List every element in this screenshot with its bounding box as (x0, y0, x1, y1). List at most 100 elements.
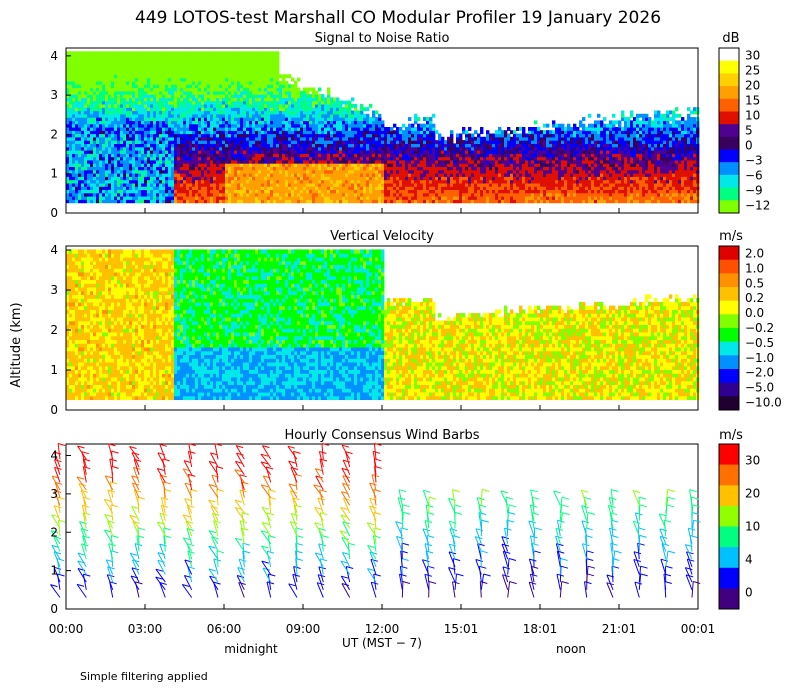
snr-cell (258, 117, 262, 121)
snr-cell (168, 64, 172, 69)
snr-cell (210, 123, 214, 128)
snr-cell (111, 133, 115, 138)
snr-cell (108, 84, 112, 89)
snr-cell (408, 192, 412, 197)
snr-cell (66, 61, 70, 66)
snr-cell (351, 169, 355, 174)
snr-cell (309, 110, 313, 115)
snr-cell (348, 136, 352, 141)
snr-cell (111, 136, 115, 141)
snr-cell (99, 113, 103, 118)
snr-cell (210, 136, 214, 141)
snr-cell (315, 94, 319, 98)
snr-cell (120, 189, 124, 194)
snr-cell (81, 196, 85, 200)
snr-cell (414, 156, 418, 161)
snr-cell (144, 159, 148, 164)
snr-cell (159, 143, 163, 148)
snr-cell (243, 159, 247, 164)
snr-cell (381, 159, 385, 164)
snr-cell (360, 166, 364, 171)
snr-cell (186, 97, 190, 102)
snr-cell (135, 133, 139, 138)
snr-cell (276, 80, 280, 85)
snr-cell (201, 117, 205, 121)
snr-cell (333, 130, 337, 135)
snr-cell (447, 169, 451, 174)
snr-cell (99, 110, 103, 115)
snr-cell (411, 140, 415, 144)
snr-cell (87, 159, 91, 164)
snr-cell (96, 120, 100, 125)
snr-cell (240, 136, 244, 141)
snr-cell (351, 120, 355, 125)
snr-cell (105, 90, 109, 95)
snr-cell (441, 179, 445, 184)
snr-cell (195, 77, 199, 82)
snr-cell (306, 87, 310, 92)
snr-cell (213, 136, 217, 141)
snr-cell (372, 159, 376, 164)
snr-cell (72, 143, 76, 148)
snr-cell (141, 51, 145, 56)
snr-cell (420, 153, 424, 158)
snr-cell (354, 123, 358, 128)
snr-cell (315, 176, 319, 181)
snr-cell (435, 173, 439, 177)
snr-cell (159, 169, 163, 174)
snr-cell (414, 136, 418, 141)
snr-cell (240, 117, 244, 121)
snr-cell (447, 140, 451, 144)
snr-cell (261, 140, 265, 144)
snr-cell (78, 140, 82, 144)
snr-cell (276, 176, 280, 181)
snr-cell (150, 173, 154, 177)
snr-cell (246, 192, 250, 197)
snr-cell (228, 153, 232, 158)
snr-cell (267, 61, 271, 66)
snr-cell (69, 100, 73, 105)
snr-cell (300, 156, 304, 161)
snr-cell (276, 71, 280, 75)
snr-cell (78, 199, 82, 204)
snr-cell (171, 57, 175, 62)
snr-cell (165, 127, 169, 131)
snr-cell (219, 163, 223, 167)
snr-cell (126, 117, 130, 121)
snr-cell (156, 159, 160, 164)
snr-cell (66, 64, 70, 69)
snr-cell (165, 90, 169, 95)
snr-cell (132, 77, 136, 82)
snr-cell (387, 189, 391, 194)
snr-cell (243, 77, 247, 82)
snr-cell (315, 199, 319, 204)
snr-cell (279, 100, 283, 105)
snr-cell (330, 143, 334, 148)
snr-cell (294, 199, 298, 204)
snr-cell (186, 94, 190, 98)
snr-cell (231, 90, 235, 95)
snr-cell (300, 189, 304, 194)
snr-cell (114, 110, 118, 115)
snr-cell (156, 123, 160, 128)
snr-cell (204, 127, 208, 131)
snr-cell (201, 120, 205, 125)
snr-cell (339, 189, 343, 194)
snr-cell (120, 87, 124, 92)
snr-cell (216, 113, 220, 118)
snr-cell (156, 57, 160, 62)
snr-cell (189, 61, 193, 66)
snr-cell (426, 169, 430, 174)
snr-cell (126, 136, 130, 141)
snr-cell (180, 113, 184, 118)
snr-cell (69, 54, 73, 59)
snr-cell (141, 94, 145, 98)
snr-cell (129, 110, 133, 115)
snr-cell (162, 166, 166, 171)
snr-cell (432, 182, 436, 187)
snr-cell (177, 57, 181, 62)
snr-cell (354, 103, 358, 108)
snr-cell (267, 196, 271, 200)
snr-cell (165, 80, 169, 85)
snr-cell (183, 100, 187, 105)
